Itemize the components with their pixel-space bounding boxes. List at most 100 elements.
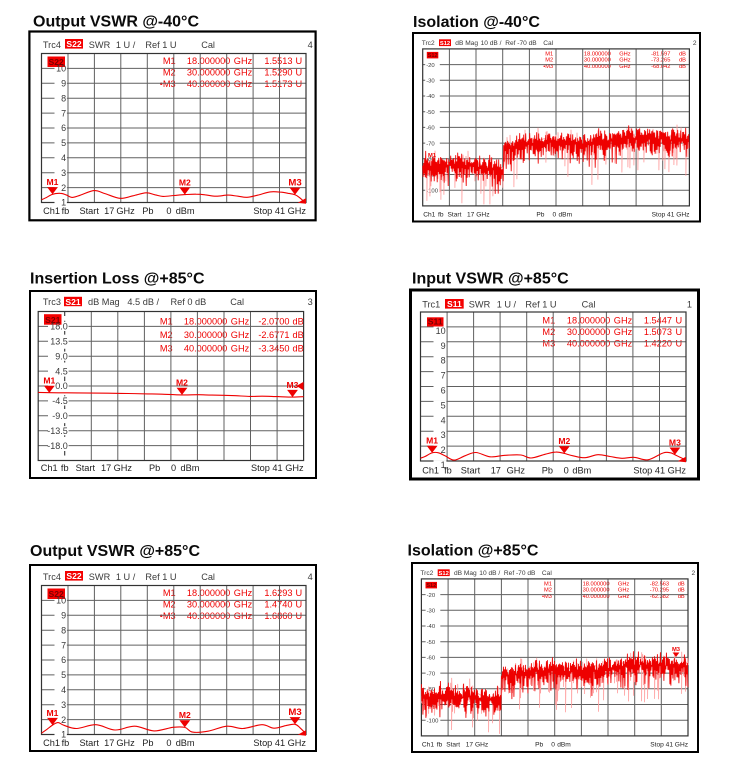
svg-text:Stop 41 GHz: Stop 41 GHz [253,206,306,216]
svg-text:-50: -50 [426,110,435,116]
svg-text:Start: Start [80,206,100,216]
svg-text:18.000000: 18.000000 [187,588,230,598]
svg-text:M2: M2 [179,710,191,720]
svg-text:-68.042: -68.042 [651,64,670,70]
svg-text:dB Mag: dB Mag [88,297,120,307]
svg-text:1 U /: 1 U / [116,572,136,582]
svg-text:Output VSWR @-40°C: Output VSWR @-40°C [33,14,199,31]
svg-text:Trc4: Trc4 [43,572,61,582]
svg-text:-100: -100 [426,188,439,194]
svg-text:Ref -70 dB: Ref -70 dB [505,40,537,47]
svg-text:1.5447: 1.5447 [644,315,672,325]
svg-text:GHz: GHz [234,68,253,78]
svg-text:9: 9 [441,341,446,351]
svg-text:GHz: GHz [614,339,633,349]
svg-text:1.5073: 1.5073 [644,327,672,337]
svg-text:3: 3 [61,168,66,178]
svg-text:dB: dB [679,51,686,57]
svg-text:M1: M1 [160,317,173,327]
svg-text:dB Mag: dB Mag [455,40,478,47]
svg-text:0: 0 [166,206,171,216]
svg-text:4.5: 4.5 [55,366,68,376]
svg-text:2: 2 [61,715,66,725]
svg-text:4: 4 [308,40,313,50]
svg-text:GHz: GHz [618,588,630,594]
svg-text:Pb: Pb [536,211,544,218]
svg-text:0.0: 0.0 [55,381,68,391]
svg-text:Trc2: Trc2 [420,570,433,577]
svg-text:M2: M2 [544,588,552,594]
svg-text:M1: M1 [545,51,553,57]
svg-text:Cal: Cal [201,572,215,582]
svg-text:Pb: Pb [142,738,153,748]
svg-text:7: 7 [61,640,66,650]
svg-text:M2: M2 [176,378,188,388]
svg-text:7: 7 [61,108,66,118]
svg-text:M1: M1 [47,708,59,718]
svg-text:30.000000: 30.000000 [184,330,227,340]
svg-text:-2.0700: -2.0700 [258,317,289,327]
svg-text:3: 3 [308,297,313,307]
svg-text:GHz: GHz [116,738,135,748]
svg-text:M1: M1 [426,436,438,446]
svg-text:M2: M2 [163,68,176,78]
svg-text:1: 1 [441,460,446,470]
svg-text:18.000000: 18.000000 [184,317,227,327]
svg-text:-62.382: -62.382 [650,594,669,600]
svg-text:M1: M1 [163,588,176,598]
svg-text:Stop 41 GHz: Stop 41 GHz [633,465,686,475]
svg-text:18.0: 18.0 [50,322,68,332]
svg-text:1.6293: 1.6293 [264,588,292,598]
svg-text:17: 17 [104,206,114,216]
svg-text:M3: M3 [160,344,173,354]
svg-text:fb: fb [438,211,444,218]
svg-text:GHz: GHz [234,588,253,598]
svg-text:U: U [296,68,303,78]
svg-text:10 dB /: 10 dB / [481,40,502,47]
svg-text:Insertion Loss @+85°C: Insertion Loss @+85°C [30,271,205,288]
svg-text:1 U /: 1 U / [497,299,517,309]
svg-text:•M3: •M3 [160,79,176,89]
svg-text:GHz: GHz [234,611,253,621]
svg-text:M3: M3 [288,707,301,718]
svg-text:-70: -70 [427,671,436,677]
svg-text:GHz: GHz [231,344,250,354]
svg-text:dB: dB [678,581,685,587]
svg-text:3: 3 [61,700,66,710]
svg-text:8: 8 [61,93,66,103]
svg-text:Pb: Pb [542,465,553,475]
svg-text:GHz: GHz [618,581,630,587]
svg-text:-70.295: -70.295 [650,588,669,594]
svg-text:dBm: dBm [181,463,200,473]
svg-text:S22: S22 [66,571,82,581]
svg-text:Trc3: Trc3 [43,297,61,307]
svg-text:dBm: dBm [557,741,571,748]
svg-text:dB: dB [679,58,686,64]
svg-text:0: 0 [551,741,555,748]
svg-text:dBm: dBm [559,211,573,218]
svg-text:-20: -20 [426,63,435,69]
svg-text:M2: M2 [542,327,555,337]
svg-text:M2: M2 [163,600,176,610]
svg-text:•M3: •M3 [160,611,176,621]
svg-text:-70: -70 [426,141,435,147]
svg-text:-81.597: -81.597 [651,51,670,57]
svg-text:dB: dB [293,330,304,340]
svg-text:3: 3 [441,430,446,440]
svg-text:M1: M1 [542,315,555,325]
svg-text:17: 17 [467,211,475,218]
svg-text:fb: fb [437,741,443,748]
svg-text:M2: M2 [545,58,553,64]
svg-text:5: 5 [61,138,66,148]
svg-text:SWR: SWR [469,299,491,309]
svg-text:GHz: GHz [234,600,253,610]
svg-text:40.000000: 40.000000 [187,611,230,621]
svg-text:Ref 1 U: Ref 1 U [145,572,176,582]
svg-text:Start: Start [446,741,460,748]
svg-text:Ch1: Ch1 [41,463,58,473]
svg-text:SWR: SWR [89,572,111,582]
svg-text:Start: Start [448,211,462,218]
svg-text:S22: S22 [66,39,82,49]
svg-text:Ref 0 dB: Ref 0 dB [171,297,207,307]
svg-text:Ch1: Ch1 [43,206,60,216]
